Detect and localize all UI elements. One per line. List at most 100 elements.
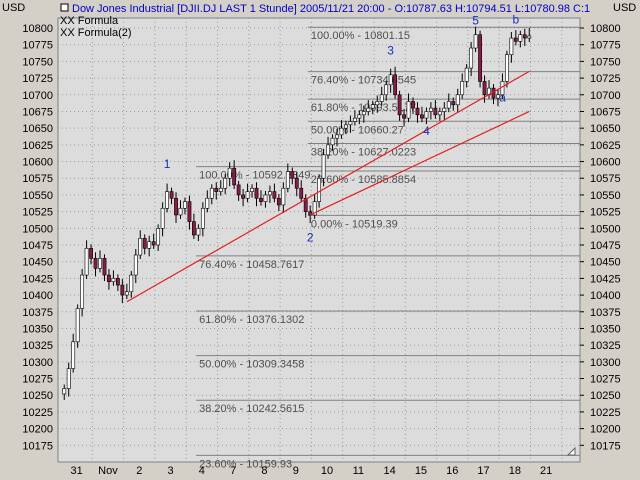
- candle-body: [388, 74, 393, 86]
- wave-label: 5: [472, 14, 479, 28]
- x-tick-label: 16: [446, 465, 458, 477]
- candle-body: [361, 111, 366, 116]
- y-tick-label-right: 10300: [590, 357, 621, 369]
- candle-body: [84, 248, 89, 276]
- candle-body: [469, 47, 474, 69]
- trendline: [126, 70, 530, 303]
- resize-grip-icon[interactable]: [566, 446, 576, 456]
- y-tick-label-right: 10800: [590, 23, 621, 35]
- candle-body: [98, 258, 102, 269]
- candle-body: [420, 114, 424, 119]
- candle-body: [133, 254, 138, 276]
- candle-body: [285, 171, 290, 189]
- y-tick-label-left: 10725: [22, 73, 53, 85]
- candle-body: [200, 207, 205, 229]
- y-tick-label-left: 10550: [22, 190, 53, 202]
- candle-body: [107, 274, 111, 283]
- candle-body: [93, 258, 98, 269]
- y-tick-label-right: 10600: [590, 157, 621, 169]
- candle-body: [268, 191, 272, 196]
- x-tick-label: 15: [415, 465, 427, 477]
- y-tick-label-left: 10575: [22, 173, 53, 185]
- y-tick-label-right: 10425: [590, 273, 621, 285]
- candle-body: [196, 228, 201, 236]
- y-tick-label-right: 10750: [590, 56, 621, 68]
- legend-formula-1: XX Formula: [60, 15, 119, 27]
- candle-body: [344, 124, 348, 129]
- y-tick-label-left: 10375: [22, 307, 53, 319]
- fib-level-label: 100.00% - 10801.15: [311, 30, 410, 42]
- fib-level-label: 61.80% - 10376.1302: [199, 314, 304, 326]
- x-tick-label: 21: [540, 465, 552, 477]
- y-tick-label-left: 10225: [22, 407, 53, 419]
- y-tick-label-left: 10450: [22, 257, 53, 269]
- candle-body: [464, 67, 469, 82]
- candle-body: [151, 241, 156, 246]
- y-tick-label-right: 10525: [590, 207, 621, 219]
- y-tick-label-left: 10400: [22, 290, 53, 302]
- y-tick-label-right: 10625: [590, 140, 621, 152]
- y-tick-label-right: 10175: [590, 440, 621, 452]
- candle-body: [138, 238, 143, 256]
- y-tick-label-right: 10275: [590, 374, 621, 386]
- y-tick-label-right: 10250: [590, 390, 621, 402]
- candle-body: [473, 34, 478, 49]
- wave-label-layer: 1 2 3 4 5 a b: [164, 12, 520, 244]
- y-tick-label-left: 10500: [22, 223, 53, 235]
- candle-body: [71, 341, 76, 369]
- candle-body: [339, 127, 344, 136]
- x-tick-label: 31: [71, 465, 83, 477]
- trendline-layer: [126, 70, 530, 303]
- candle-body: [330, 137, 335, 146]
- y-tick-label-right: 10375: [590, 307, 621, 319]
- y-tick-label-right: 10350: [590, 323, 621, 335]
- fib-level-label: 76.40% - 10458.7617: [199, 259, 304, 271]
- candle-body: [384, 84, 389, 96]
- candle-body: [223, 177, 228, 189]
- candle-body: [169, 191, 174, 199]
- y-tick-label-right: 10450: [590, 257, 621, 269]
- candle-body: [375, 101, 380, 106]
- candle-body: [129, 274, 134, 293]
- y-tick-label-left: 10325: [22, 340, 53, 352]
- candle-body: [402, 114, 406, 119]
- candle-body: [62, 388, 67, 395]
- y-tick-label-left: 10775: [22, 40, 53, 52]
- y-tick-label-right: 10725: [590, 73, 621, 85]
- candle-body: [174, 197, 178, 216]
- fib-level-label: 23.60% - 10159.93: [199, 458, 292, 470]
- x-tick-label: 11: [353, 465, 364, 477]
- chart-title: Dow Jones Industrial [DJII.DJ LAST 1 Stu…: [72, 3, 590, 15]
- y-tick-label-right: 10200: [590, 424, 621, 436]
- x-tick-label: 10: [321, 465, 333, 477]
- x-tick-label: Nov: [98, 465, 118, 477]
- y-tick-label-right: 10475: [590, 240, 621, 252]
- y-tick-label-left: 10275: [22, 374, 53, 386]
- candle-body: [89, 248, 93, 259]
- candle-body: [263, 194, 268, 202]
- y-tick-label-left: 10425: [22, 273, 53, 285]
- candle-body: [411, 101, 415, 109]
- candle-body: [522, 34, 527, 39]
- y-tick-label-left: 10700: [22, 90, 53, 102]
- y-tick-label-left: 10800: [22, 23, 53, 35]
- wave-label: 1: [164, 157, 171, 171]
- candle-body: [75, 308, 80, 343]
- candle-body: [303, 197, 308, 212]
- y-tick-label-right: 10675: [590, 106, 621, 118]
- x-tick-label: 8: [261, 465, 267, 477]
- candle-body: [250, 187, 254, 192]
- trendline: [309, 110, 530, 216]
- x-tick-label: 18: [509, 465, 521, 477]
- wave-label: 3: [387, 44, 394, 58]
- candle-body: [478, 34, 482, 82]
- candle-body: [397, 94, 402, 116]
- candle-body: [379, 94, 384, 102]
- y-tick-label-right: 10500: [590, 223, 621, 235]
- candle-body: [272, 191, 277, 199]
- candle-body: [366, 107, 371, 112]
- candle-body: [102, 258, 107, 276]
- y-tick-label-right: 10225: [590, 407, 621, 419]
